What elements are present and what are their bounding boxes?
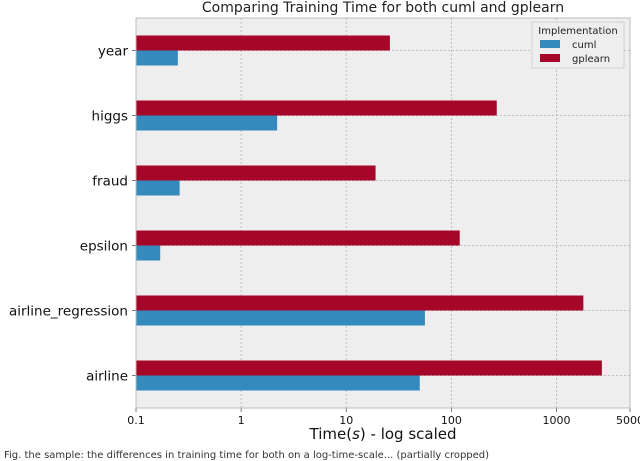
bar-gplearn-fraud bbox=[136, 165, 376, 181]
x-tick-labels: 0.1 1 10 100 1000 5000 bbox=[127, 408, 640, 427]
bar-gplearn-airline_regression bbox=[136, 295, 584, 311]
x-tick-label: 100 bbox=[441, 414, 462, 427]
plot-border bbox=[135, 17, 631, 409]
bar-cuml-airline_regression bbox=[136, 310, 425, 326]
category-label: higgs bbox=[92, 109, 128, 125]
bar-gplearn-year bbox=[136, 35, 390, 51]
x-tick-label: 0.1 bbox=[127, 414, 145, 427]
x-tick-label: 10 bbox=[339, 414, 353, 427]
category-labels: year higgs fraud epsilon airline_regressiona… bbox=[9, 44, 136, 385]
category-label: year bbox=[98, 44, 129, 60]
bar-cuml-year bbox=[136, 50, 178, 66]
legend-title: Implementation bbox=[538, 26, 617, 37]
bar-cuml-higgs bbox=[136, 115, 278, 131]
x-tick-label: 5000 bbox=[616, 414, 640, 427]
bars-group bbox=[136, 35, 602, 391]
legend: Implementation cuml gplearn bbox=[531, 21, 625, 69]
bar-gplearn-higgs bbox=[136, 100, 497, 116]
category-label: fraud bbox=[92, 174, 128, 190]
legend-label-gplearn: gplearn bbox=[572, 54, 610, 65]
legend-swatch-gplearn bbox=[540, 54, 560, 62]
category-label: airline_regression bbox=[9, 304, 128, 320]
bar-cuml-fraud bbox=[136, 180, 180, 196]
bar-cuml-epsilon bbox=[136, 245, 161, 261]
bar-gplearn-epsilon bbox=[136, 230, 460, 246]
category-label: epsilon bbox=[80, 239, 128, 255]
category-label: airline bbox=[86, 369, 128, 385]
figure-caption: Fig. the sample: the differences in trai… bbox=[4, 450, 489, 461]
legend-swatch-cuml bbox=[540, 40, 560, 48]
plot-area bbox=[136, 18, 630, 408]
x-tick-label: 1 bbox=[238, 414, 245, 427]
bar-cuml-airline bbox=[136, 375, 420, 391]
x-tick-label: 1000 bbox=[543, 414, 571, 427]
chart-title: Comparing Training Time for both cuml an… bbox=[202, 0, 564, 16]
x-axis-label: Time(s) - log scaled bbox=[309, 425, 457, 443]
bar-gplearn-airline bbox=[136, 360, 602, 376]
legend-label-cuml: cuml bbox=[572, 40, 596, 51]
